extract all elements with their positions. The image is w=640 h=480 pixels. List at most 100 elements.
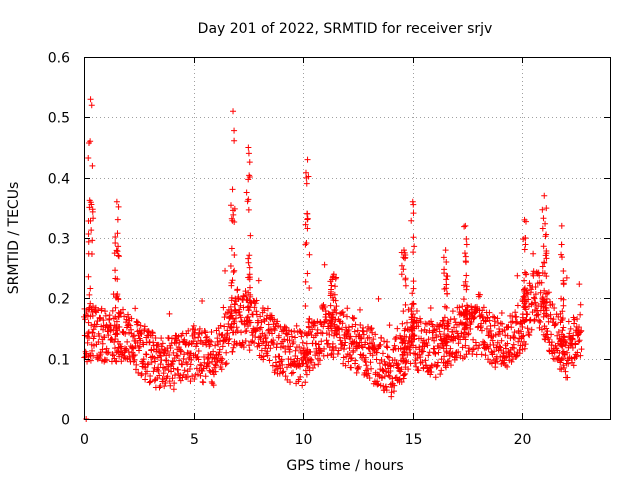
data-point bbox=[140, 356, 147, 363]
data-point bbox=[461, 223, 468, 230]
data-point bbox=[346, 345, 353, 352]
data-point bbox=[174, 353, 181, 360]
data-point bbox=[355, 342, 362, 349]
data-point bbox=[521, 285, 528, 292]
data-point bbox=[151, 355, 158, 362]
data-point bbox=[577, 301, 584, 308]
data-point bbox=[336, 334, 343, 341]
data-point bbox=[100, 317, 107, 324]
data-point bbox=[574, 315, 581, 322]
data-point bbox=[371, 342, 378, 349]
data-point bbox=[122, 347, 129, 354]
data-point bbox=[229, 277, 236, 284]
data-point bbox=[167, 382, 174, 389]
data-point bbox=[401, 371, 408, 378]
data-point bbox=[549, 301, 556, 308]
data-point bbox=[548, 342, 555, 349]
data-point bbox=[110, 315, 117, 322]
data-point bbox=[231, 301, 238, 308]
data-point bbox=[504, 340, 511, 347]
data-point bbox=[470, 336, 477, 343]
data-point bbox=[504, 363, 511, 370]
data-point bbox=[373, 356, 380, 363]
data-point bbox=[199, 298, 206, 305]
data-point bbox=[402, 301, 409, 308]
data-point bbox=[530, 294, 537, 301]
data-point bbox=[158, 346, 165, 353]
data-point bbox=[85, 238, 92, 245]
data-point bbox=[234, 286, 241, 293]
data-point bbox=[96, 315, 103, 322]
data-point bbox=[230, 269, 237, 276]
data-point bbox=[543, 312, 550, 319]
data-point bbox=[436, 328, 443, 335]
data-point bbox=[225, 340, 232, 347]
data-point bbox=[366, 334, 373, 341]
data-point bbox=[438, 367, 445, 374]
data-point bbox=[558, 241, 565, 248]
data-point bbox=[458, 330, 465, 337]
data-point bbox=[196, 325, 203, 332]
data-point bbox=[530, 268, 537, 275]
data-point bbox=[391, 382, 398, 389]
data-point bbox=[197, 361, 204, 368]
x-tick-label: 0 bbox=[80, 432, 89, 448]
data-point bbox=[112, 267, 119, 274]
data-point bbox=[525, 329, 532, 336]
data-point bbox=[462, 253, 469, 260]
data-point bbox=[521, 286, 528, 293]
data-point bbox=[242, 338, 249, 345]
data-point bbox=[271, 327, 278, 334]
data-point bbox=[115, 243, 122, 250]
data-point bbox=[421, 343, 428, 350]
data-point bbox=[541, 259, 548, 266]
data-point bbox=[541, 192, 548, 199]
data-point bbox=[148, 359, 155, 366]
data-point bbox=[303, 180, 310, 187]
data-point bbox=[111, 355, 118, 362]
data-point bbox=[532, 283, 539, 290]
data-point bbox=[245, 144, 252, 151]
data-point bbox=[295, 362, 302, 369]
data-point bbox=[413, 363, 420, 370]
data-point bbox=[409, 311, 416, 318]
data-point bbox=[574, 349, 581, 356]
data-point bbox=[372, 331, 379, 338]
data-point bbox=[541, 270, 548, 277]
data-point bbox=[417, 319, 424, 326]
data-point bbox=[515, 338, 522, 345]
data-point bbox=[530, 250, 537, 257]
data-point bbox=[332, 297, 339, 304]
data-point bbox=[160, 370, 167, 377]
data-point bbox=[270, 337, 277, 344]
data-point bbox=[351, 328, 358, 335]
data-point bbox=[125, 314, 132, 321]
data-point bbox=[163, 357, 170, 364]
data-point bbox=[245, 259, 252, 266]
data-point bbox=[386, 322, 393, 329]
data-point bbox=[405, 366, 412, 373]
data-point bbox=[321, 345, 328, 352]
data-point bbox=[85, 328, 92, 335]
data-point bbox=[410, 201, 417, 208]
data-point bbox=[228, 245, 235, 252]
data-point bbox=[519, 324, 526, 331]
data-point bbox=[463, 235, 470, 242]
data-point bbox=[512, 319, 519, 326]
data-point bbox=[478, 320, 485, 327]
data-point bbox=[88, 306, 95, 313]
data-point bbox=[290, 338, 297, 345]
data-point bbox=[255, 277, 262, 284]
data-point bbox=[487, 327, 494, 334]
data-point bbox=[402, 357, 409, 364]
data-point bbox=[171, 380, 178, 387]
data-point bbox=[114, 216, 121, 223]
data-point bbox=[415, 323, 422, 330]
data-point bbox=[264, 305, 271, 312]
data-point bbox=[214, 356, 221, 363]
data-point bbox=[299, 339, 306, 346]
data-point bbox=[342, 339, 349, 346]
data-point bbox=[176, 357, 183, 364]
data-point bbox=[90, 326, 97, 333]
data-point bbox=[417, 354, 424, 361]
